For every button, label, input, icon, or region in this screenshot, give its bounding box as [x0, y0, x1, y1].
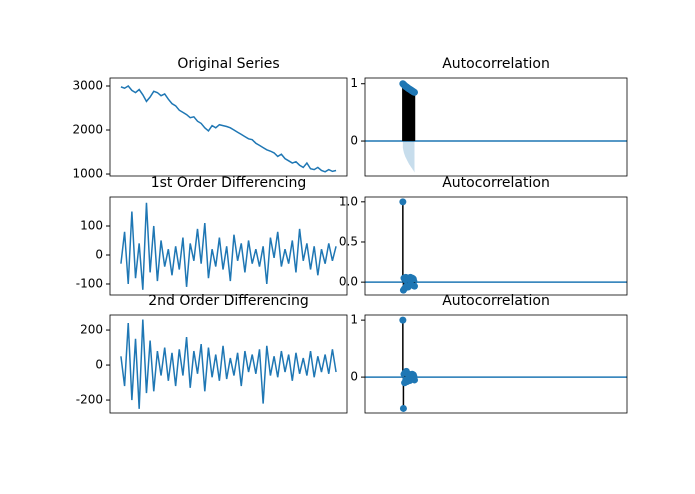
stem-marker: [399, 404, 407, 412]
subplot-title: Autocorrelation: [442, 56, 550, 72]
y-tick-label: 0.5: [339, 234, 358, 248]
y-tick-label: 0.0: [339, 275, 358, 289]
stem-marker: [399, 198, 407, 206]
axes-frame: [364, 314, 628, 414]
series-line: [120, 202, 337, 290]
subplot: Autocorrelation 0.0 0.5 1.0: [339, 175, 628, 296]
y-tick-label: 0: [350, 370, 358, 384]
axes-frame: [109, 77, 348, 177]
subplot: 2nd Order Differencing -200 0 200: [76, 293, 348, 414]
axes-frame: [109, 196, 348, 296]
subplot: Autocorrelation 0 1: [350, 56, 628, 177]
y-tick-label: 200: [80, 323, 103, 337]
subplot-title: 2nd Order Differencing: [148, 293, 309, 309]
subplot-title: Autocorrelation: [442, 175, 550, 191]
series-line: [120, 85, 337, 173]
subplot: 1st Order Differencing -100 0 100: [76, 175, 348, 296]
y-tick-label: 0: [350, 134, 358, 148]
stem-marker: [399, 316, 407, 324]
y-tick-label: 0: [95, 247, 103, 261]
y-tick-label: -100: [76, 276, 103, 290]
subplot: Autocorrelation 0 1: [350, 293, 628, 414]
y-tick-label: 3000: [72, 79, 103, 93]
axes-frame: [364, 77, 628, 177]
subplot-title: Original Series: [177, 56, 279, 72]
y-tick-label: 100: [80, 218, 103, 232]
y-tick-label: 0: [95, 358, 103, 372]
y-tick-label: 1000: [72, 167, 103, 181]
y-tick-label: 2000: [72, 123, 103, 137]
subplot-title: 1st Order Differencing: [151, 175, 307, 191]
stem-marker: [410, 282, 418, 290]
y-tick-label: 1: [350, 76, 358, 90]
series-line: [120, 319, 337, 409]
axes-frame: [109, 314, 348, 414]
y-tick-label: 1: [350, 313, 358, 327]
y-tick-label: -200: [76, 393, 103, 407]
axes-frame: [364, 196, 628, 296]
subplot: Original Series 1000 2000 3000: [72, 56, 348, 181]
stem-marker: [410, 376, 418, 384]
stem-marker: [410, 88, 418, 96]
subplot-title: Autocorrelation: [442, 293, 550, 309]
y-tick-label: 1.0: [339, 194, 358, 208]
